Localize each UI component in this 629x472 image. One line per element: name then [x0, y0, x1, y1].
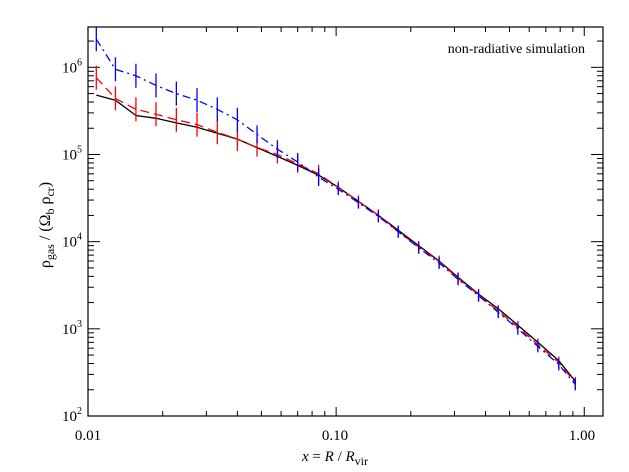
- series-line-dashdot: [95, 38, 576, 385]
- data-curves: [95, 27, 576, 391]
- y-tick-label: 103: [62, 319, 82, 338]
- series-line-solid: [96, 94, 576, 382]
- x-tick-label: 0.10: [322, 428, 348, 444]
- y-tick-label: 105: [62, 144, 82, 163]
- y-tick-label: 102: [62, 406, 82, 425]
- y-tick-label: 106: [62, 57, 82, 76]
- y-tick-label: 104: [62, 232, 82, 251]
- x-tick-labels: 0.01 0.10 1.00: [75, 428, 595, 444]
- y-axis-title: ρgas / (Ωb ρcr): [37, 182, 57, 268]
- y-tick-labels: 102 103 104 105 106: [62, 57, 82, 425]
- axes-frame: [87, 26, 604, 417]
- x-tick-label: 0.01: [75, 428, 101, 444]
- annotation-label: non-radiative simulation: [448, 42, 585, 57]
- x-tick-label: 1.00: [569, 428, 595, 444]
- series-line-dashed: [95, 77, 576, 384]
- x-axis-title: x = R / Rvir: [301, 449, 368, 468]
